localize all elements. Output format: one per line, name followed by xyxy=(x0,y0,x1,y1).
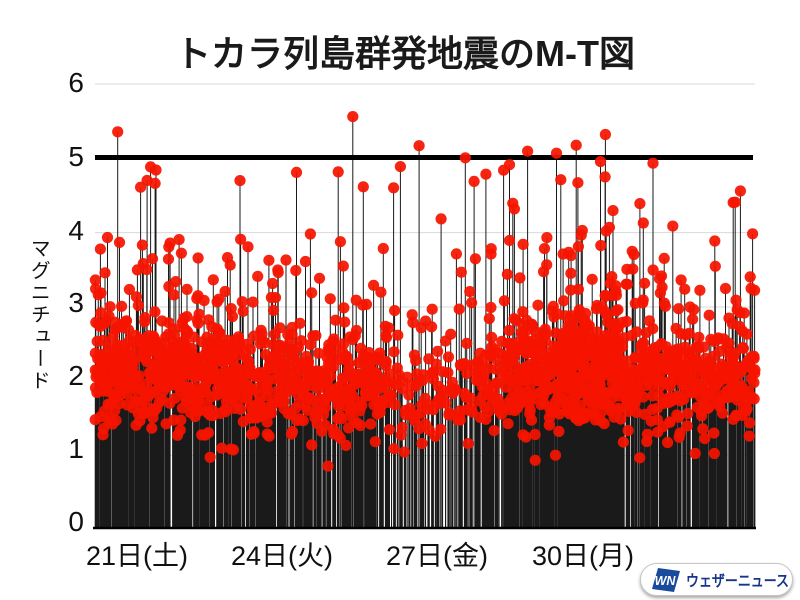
svg-text:WN: WN xyxy=(655,574,677,588)
svg-text:ウェザーニュース: ウェザーニュース xyxy=(686,572,789,590)
